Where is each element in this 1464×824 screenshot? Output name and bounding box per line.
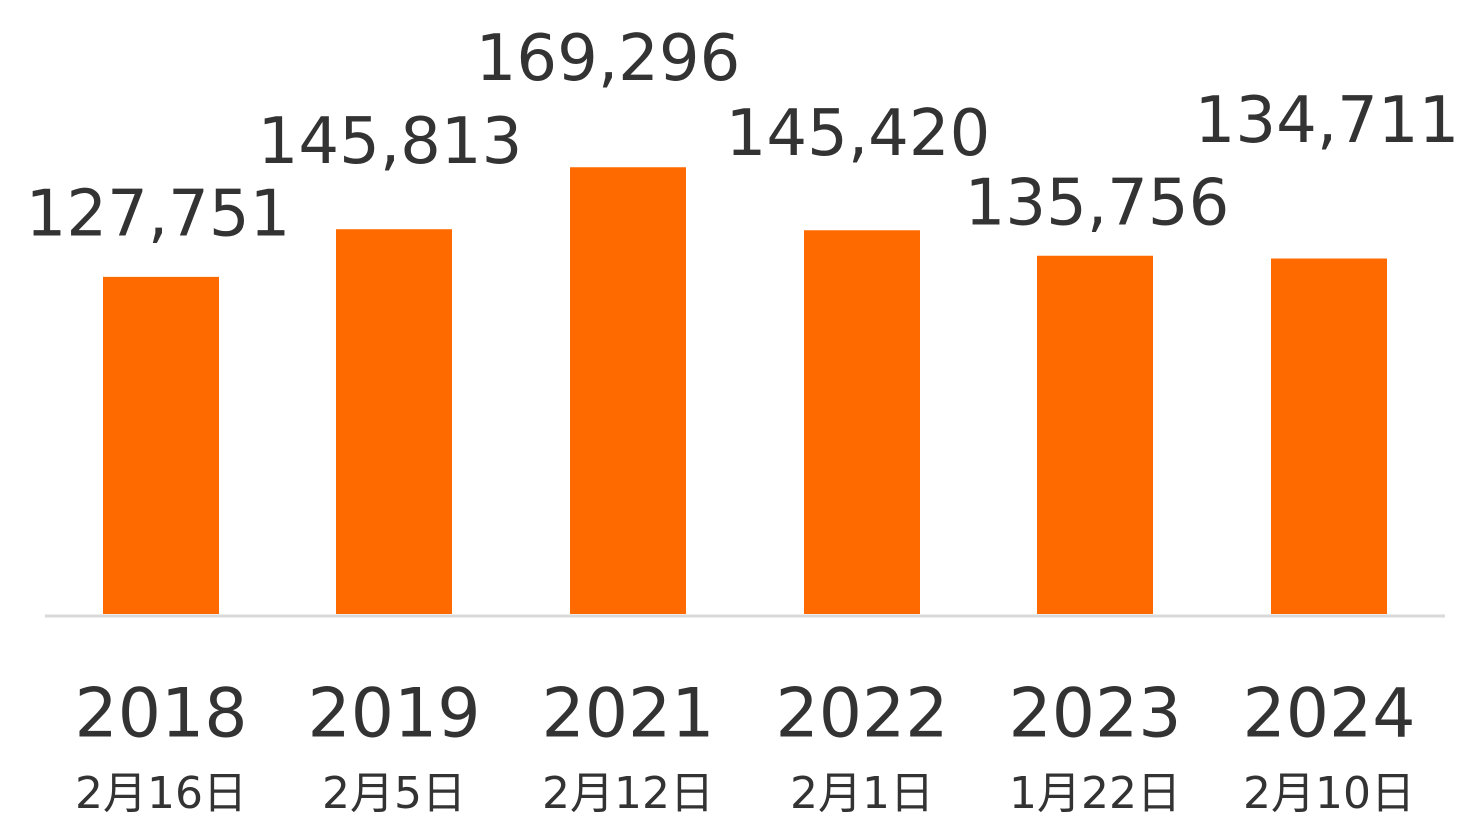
bar <box>103 276 219 614</box>
x-tick-label: 2022 <box>775 675 948 754</box>
value-label: 127,751 <box>26 177 291 251</box>
x-tick-label: 2021 <box>541 675 714 754</box>
x-tick-label: 2024 <box>1242 675 1415 754</box>
x-tick-label: 2023 <box>1008 675 1181 754</box>
value-label: 145,420 <box>726 97 991 171</box>
x-tick-label: 2018 <box>74 675 247 754</box>
bar <box>804 230 920 614</box>
x-tick-sublabel: 2月10日 <box>1243 768 1415 819</box>
bar <box>336 229 452 614</box>
x-tick-sublabel: 1月22日 <box>1009 768 1181 819</box>
x-tick-sublabel: 2月5日 <box>322 768 466 819</box>
value-label: 134,711 <box>1195 84 1460 158</box>
value-label: 169,296 <box>476 22 741 96</box>
value-label: 135,756 <box>965 166 1230 240</box>
x-tick-label: 2019 <box>307 675 480 754</box>
bar <box>1037 255 1153 614</box>
value-label: 145,813 <box>258 105 523 179</box>
bar <box>1271 258 1387 614</box>
bar <box>570 167 686 614</box>
x-tick-sublabel: 2月16日 <box>75 768 247 819</box>
x-tick-sublabel: 2月1日 <box>790 768 934 819</box>
x-tick-sublabel: 2月12日 <box>542 768 714 819</box>
